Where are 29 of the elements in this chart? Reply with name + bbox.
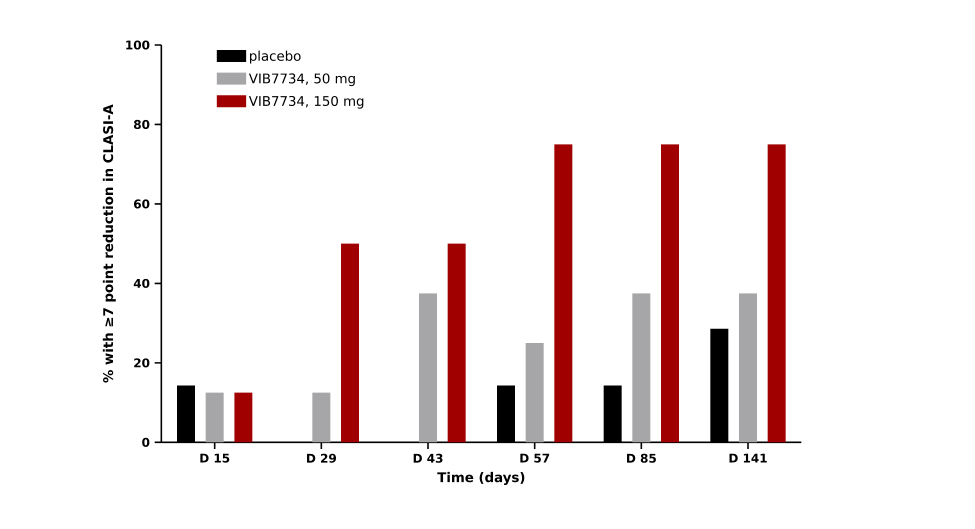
- x-tick-label: D 141: [730, 454, 767, 462]
- y-tick-label: 20: [134, 358, 150, 368]
- bar: [526, 343, 544, 442]
- x-tick-label: D 57: [520, 454, 550, 463]
- y-tick-label: 60: [134, 199, 150, 208]
- x-tick-label: D 15: [200, 454, 230, 463]
- y-tick-label: 80: [134, 120, 150, 129]
- bar: [448, 244, 466, 442]
- y-tick-label: 0: [142, 438, 150, 447]
- bar: [341, 244, 359, 442]
- legend-label: VIB7734, 50 mg: [248, 73, 355, 86]
- bar: [739, 293, 757, 442]
- bar: [206, 392, 224, 442]
- y-tick-label: 40: [134, 278, 150, 288]
- x-tick-label: D 29: [307, 454, 336, 463]
- bar: [661, 144, 679, 442]
- x-tick-label: D 43: [414, 454, 442, 463]
- bar: [419, 293, 437, 442]
- legend-label: placebo: [250, 50, 301, 64]
- bar: [554, 144, 572, 442]
- bar: [632, 293, 650, 442]
- bar: [234, 392, 252, 442]
- legend-label: VIB7734, 150 mg: [248, 96, 364, 109]
- bar: [312, 392, 330, 442]
- bar: [768, 144, 786, 442]
- y-tick-label: 100: [126, 40, 150, 50]
- x-axis-title: Time (days): [437, 472, 524, 485]
- y-axis-title: % with ≥7 point reduction in CLASI-A: [102, 104, 116, 383]
- x-tick-label: D 85: [627, 454, 656, 463]
